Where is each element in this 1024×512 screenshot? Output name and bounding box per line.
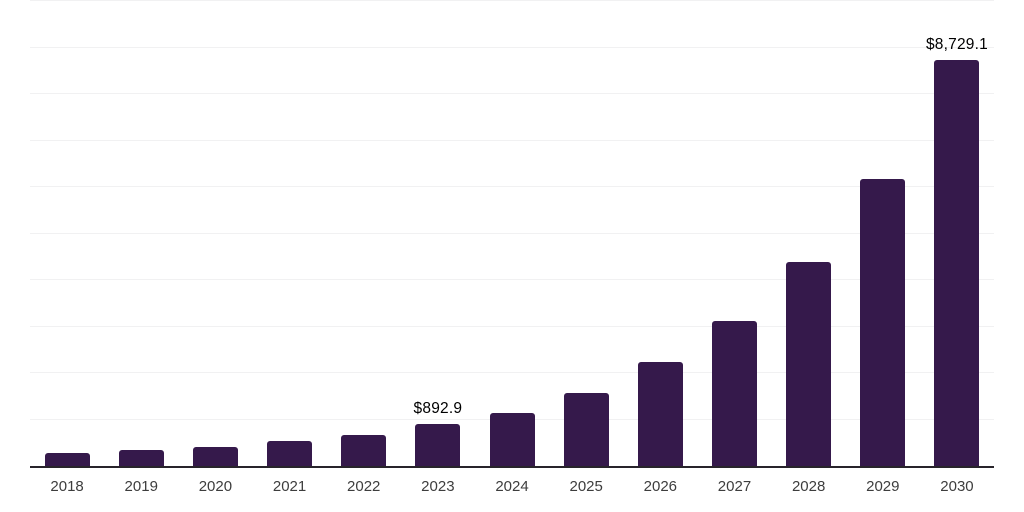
bar-slot-2018 [30,1,104,466]
gridline-9000 [30,46,994,48]
x-tick-label-2020: 2020 [198,478,233,495]
gridline-7000 [30,139,994,141]
x-tick-label-2022: 2022 [347,478,381,495]
gridline-5000 [30,232,994,234]
x-tick-label-2030: 2030 [940,478,974,495]
bar-slot-2026 [623,1,697,466]
bar-2022 [341,434,387,466]
x-tick-label-2021: 2021 [272,478,307,495]
bar-slot-2022 [327,1,401,466]
bar-2028 [786,262,832,466]
bar-slot-2025 [549,1,623,466]
gridline-2000 [30,372,994,373]
gridline-10000 [30,0,994,1]
bar-2020 [192,446,238,466]
bar-slot-2019 [104,1,178,466]
bar-2029 [860,178,906,466]
bars-layer: $892.9 $8,729.1 [30,1,994,466]
x-tick-label-2024: 2024 [495,478,529,495]
x-tick-label-2019: 2019 [124,478,158,495]
bar-slot-2024 [475,1,549,466]
bar-slot-2021 [252,1,326,466]
gridline-6000 [30,186,994,187]
bar-2027 [711,320,757,466]
x-tick-label-2029: 2029 [866,478,900,495]
bar-slot-2030: $8,729.1 [920,1,994,466]
bar-2019 [118,449,164,466]
bar-slot-2023: $892.9 [401,1,475,466]
x-tick-label-2028: 2028 [791,478,826,495]
x-tick-label-2026: 2026 [643,478,678,495]
bar-2030: $8,729.1 [926,36,988,466]
bar-2026 [637,361,683,466]
x-tick-label-2027: 2027 [717,478,752,495]
x-tick-label-2025: 2025 [569,478,603,495]
bar-2021 [267,441,313,466]
bar-slot-2027 [697,1,771,466]
bar-2025 [563,392,609,466]
bar-value-label-2023: $892.9 [413,400,463,418]
gridline-4000 [30,279,994,280]
bar-value-label-2030: $8,729.1 [925,36,988,54]
gridline-8000 [30,93,994,94]
bar-slot-2028 [772,1,846,466]
bar-slot-2020 [178,1,252,466]
bar-2018 [44,452,90,466]
x-tick-label-2018: 2018 [50,478,84,495]
bar-slot-2029 [846,1,920,466]
bar-2023: $892.9 [414,400,462,466]
plot-area: $892.9 $8,729.1 [30,0,994,468]
x-axis-tick-labels: 2018 2019 2020 2021 2022 2023 2024 2025 2026 2027… [30,478,994,502]
gridline-3000 [30,325,994,327]
bar-2024 [489,413,535,466]
x-tick-label-2023: 2023 [421,478,455,495]
